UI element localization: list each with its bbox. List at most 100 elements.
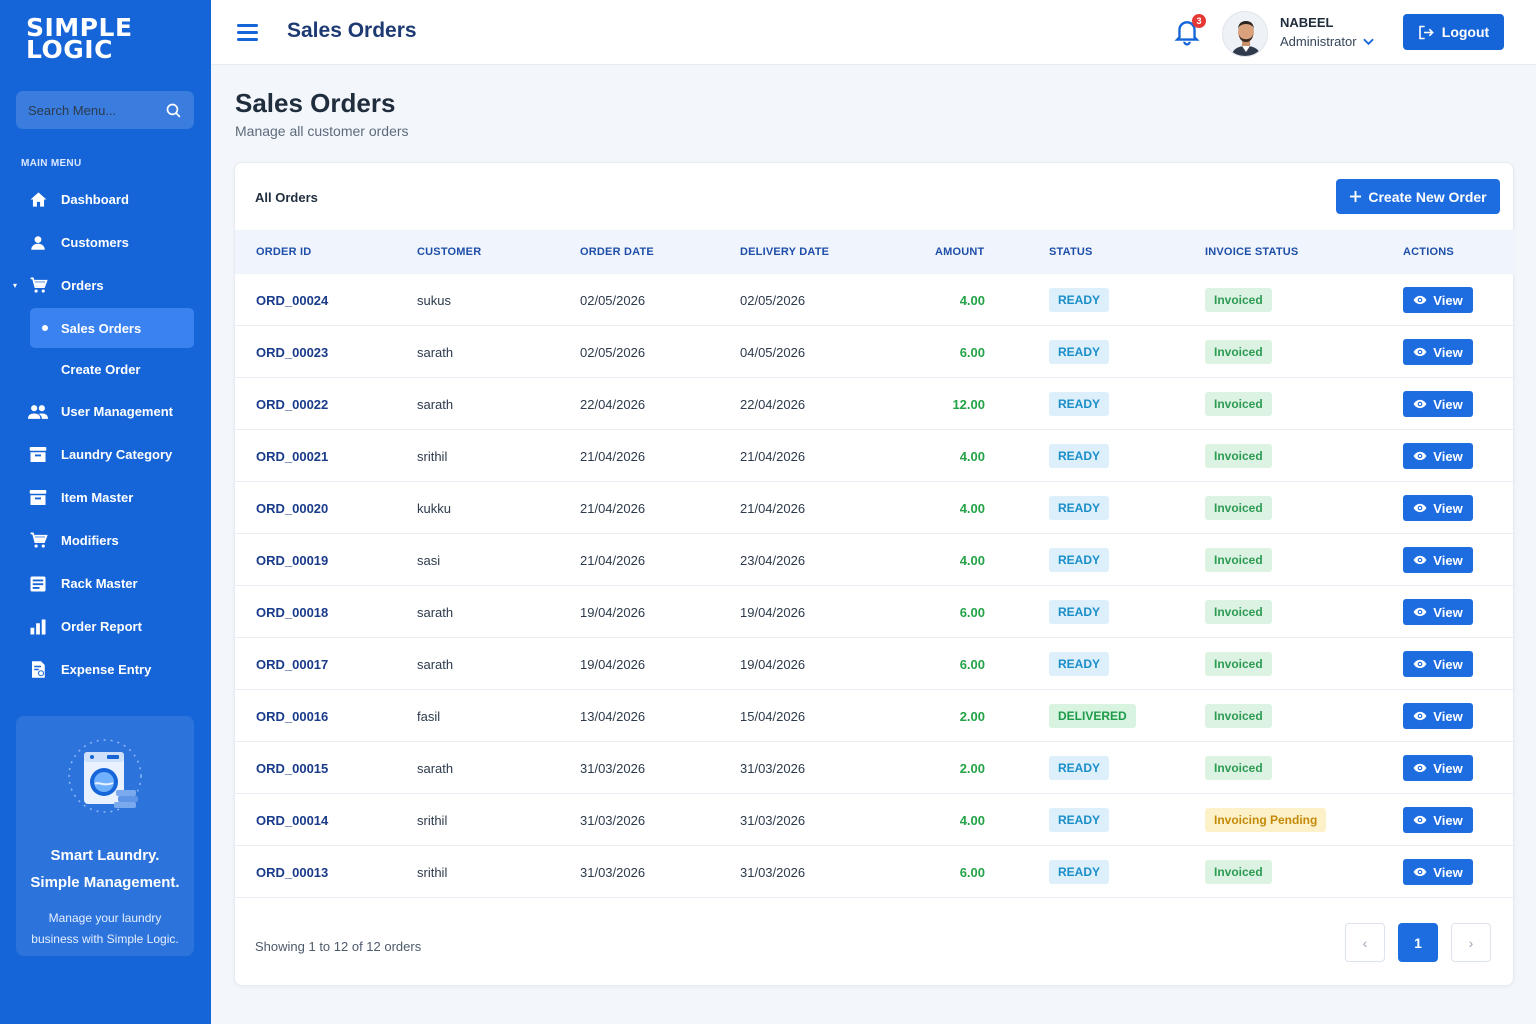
sidebar-item-label: User Management [61,404,173,419]
column-header-status[interactable]: STATUS [1049,246,1093,258]
order-id-link[interactable]: ORD_00022 [256,396,329,412]
sidebar-item-customers[interactable]: Customers [0,221,211,264]
column-header-delivery-date[interactable]: DELIVERY DATE [740,246,830,258]
view-order-button[interactable]: View [1403,495,1473,521]
column-header-customer[interactable]: CUSTOMER [417,246,482,258]
order-id-link[interactable]: ORD_00021 [256,448,329,464]
delivery-date: 21/04/2026 [740,448,806,464]
order-id-link[interactable]: ORD_00018 [256,604,329,620]
sidebar-subitem-create-order[interactable]: Create Order [30,349,194,389]
order-id-link[interactable]: ORD_00024 [256,292,329,308]
customer-name: sarath [417,344,454,360]
table-row[interactable]: ORD_00021 srithil 21/04/2026 21/04/2026 4.00… [235,430,1515,482]
status-badge: READY [1049,444,1110,468]
column-header-invoice-status[interactable]: INVOICE STATUS [1205,246,1299,258]
column-header-amount[interactable]: AMOUNT [935,246,985,258]
eye-icon [1413,399,1427,409]
order-date: 02/05/2026 [580,344,646,360]
menu-toggle-icon[interactable] [237,24,258,45]
header-title: Sales Orders [287,19,417,42]
search-icon[interactable] [165,102,182,119]
sidebar-item-order-report[interactable]: Order Report [0,605,211,648]
table-row[interactable]: ORD_00020 kukku 21/04/2026 21/04/2026 4.00 RE… [235,482,1515,534]
view-order-button[interactable]: View [1403,391,1473,417]
table-row[interactable]: ORD_00024 sukus 02/05/2026 02/05/2026 4.00 RE… [235,274,1515,326]
table-row[interactable]: ORD_00023 sarath 02/05/2026 04/05/2026 6.00 R… [235,326,1515,378]
view-order-button[interactable]: View [1403,443,1473,469]
order-id-link[interactable]: ORD_00015 [256,760,329,776]
view-order-button[interactable]: View [1403,859,1473,885]
logout-button[interactable]: Logout [1403,14,1504,50]
sidebar-item-label: Laundry Category [61,447,173,462]
order-id-link[interactable]: ORD_00013 [256,864,329,880]
order-id-link[interactable]: ORD_00019 [256,552,329,568]
bar-chart-icon [28,617,48,637]
order-id-link[interactable]: ORD_00023 [256,344,329,360]
table-row[interactable]: ORD_00018 sarath 19/04/2026 19/04/2026 6.00 R… [235,586,1515,638]
column-header-order-id[interactable]: ORDER ID [256,246,312,258]
sidebar-subitem-sales-orders[interactable]: Sales Orders [30,308,194,348]
avatar[interactable] [1222,11,1268,57]
table-row[interactable]: ORD_00015 sarath 31/03/2026 31/03/2026 2.00 R… [235,742,1515,794]
brand-logo[interactable]: SIMPLE LOGIC [26,13,133,64]
order-amount: 6.00 [959,656,985,672]
sidebar-item-label: Expense Entry [61,662,152,677]
sidebar-item-user-management[interactable]: User Management [0,390,211,433]
status-badge: READY [1049,340,1110,364]
customer-name: srithil [417,864,448,880]
customer-name: sarath [417,604,454,620]
view-order-button[interactable]: View [1403,703,1473,729]
home-icon [28,190,48,210]
table-row[interactable]: ORD_00019 sasi 21/04/2026 23/04/2026 4.00 REA… [235,534,1515,586]
view-order-button[interactable]: View [1403,807,1473,833]
next-page-button[interactable]: › [1451,923,1491,962]
create-new-order-button[interactable]: Create New Order [1336,179,1500,214]
view-order-button[interactable]: View [1403,339,1473,365]
order-amount: 2.00 [959,708,985,724]
view-label: View [1433,292,1463,308]
column-header-order-date[interactable]: ORDER DATE [580,246,654,258]
item-icon [28,488,48,508]
view-order-button[interactable]: View [1403,287,1473,313]
order-id-link[interactable]: ORD_00014 [256,812,329,828]
order-amount: 6.00 [959,604,985,620]
view-label: View [1433,864,1463,880]
notification-bell[interactable]: 3 [1174,14,1206,46]
order-id-link[interactable]: ORD_00016 [256,708,329,724]
view-label: View [1433,552,1463,568]
invoice-status-badge: Invoiced [1205,860,1272,884]
sidebar-item-dashboard[interactable]: Dashboard [0,178,211,221]
table-row[interactable]: ORD_00022 sarath 22/04/2026 22/04/2026 12.00… [235,378,1515,430]
user-name[interactable]: NABEEL [1280,15,1334,30]
view-order-button[interactable]: View [1403,599,1473,625]
sidebar-item-modifiers[interactable]: Modifiers [0,519,211,562]
sidebar-item-item-master[interactable]: Item Master [0,476,211,519]
page-button-1[interactable]: 1 [1398,923,1438,962]
sidebar-item-label: Create Order [61,361,141,377]
eye-icon [1413,815,1427,825]
order-date: 21/04/2026 [580,552,646,568]
search-menu-input[interactable]: Search Menu... [16,91,194,129]
table-row[interactable]: ORD_00013 srithil 31/03/2026 31/03/2026 6.00… [235,846,1515,898]
view-order-button[interactable]: View [1403,651,1473,677]
eye-icon [1413,347,1427,357]
category-icon [28,445,48,465]
promo-text: Manage your laundry business with Simple… [31,911,179,946]
sidebar-item-laundry-category[interactable]: Laundry Category [0,433,211,476]
table-row[interactable]: ORD_00017 sarath 19/04/2026 19/04/2026 6.00 R… [235,638,1515,690]
sidebar-item-expense-entry[interactable]: Expense Entry [0,648,211,691]
table-row[interactable]: ORD_00016 fasil 13/04/2026 15/04/2026 2.00 DE… [235,690,1515,742]
view-order-button[interactable]: View [1403,547,1473,573]
sidebar-item-rack-master[interactable]: Rack Master [0,562,211,605]
order-id-link[interactable]: ORD_00020 [256,500,329,516]
eye-icon [1413,295,1427,305]
invoice-status-badge: Invoiced [1205,548,1272,572]
order-id-link[interactable]: ORD_00017 [256,656,329,672]
table-row[interactable]: ORD_00014 srithil 31/03/2026 31/03/2026 4.00… [235,794,1515,846]
user-role-dropdown[interactable]: Administrator [1280,34,1374,49]
view-order-button[interactable]: View [1403,755,1473,781]
prev-page-button[interactable]: ‹ [1345,923,1385,962]
sidebar-item-orders[interactable]: ▾ Orders [0,264,211,307]
order-date: 21/04/2026 [580,500,646,516]
users-icon [28,402,48,422]
